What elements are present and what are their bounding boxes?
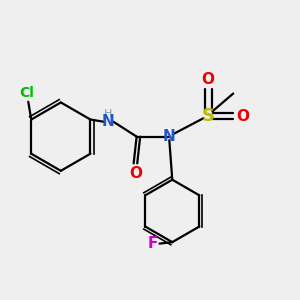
Text: O: O (236, 109, 250, 124)
Text: O: O (129, 166, 142, 181)
Text: N: N (163, 129, 176, 144)
Text: H: H (104, 109, 112, 119)
Text: F: F (148, 236, 158, 251)
Text: Cl: Cl (19, 86, 34, 100)
Text: S: S (202, 107, 214, 125)
Text: O: O (202, 72, 214, 87)
Text: N: N (102, 114, 115, 129)
